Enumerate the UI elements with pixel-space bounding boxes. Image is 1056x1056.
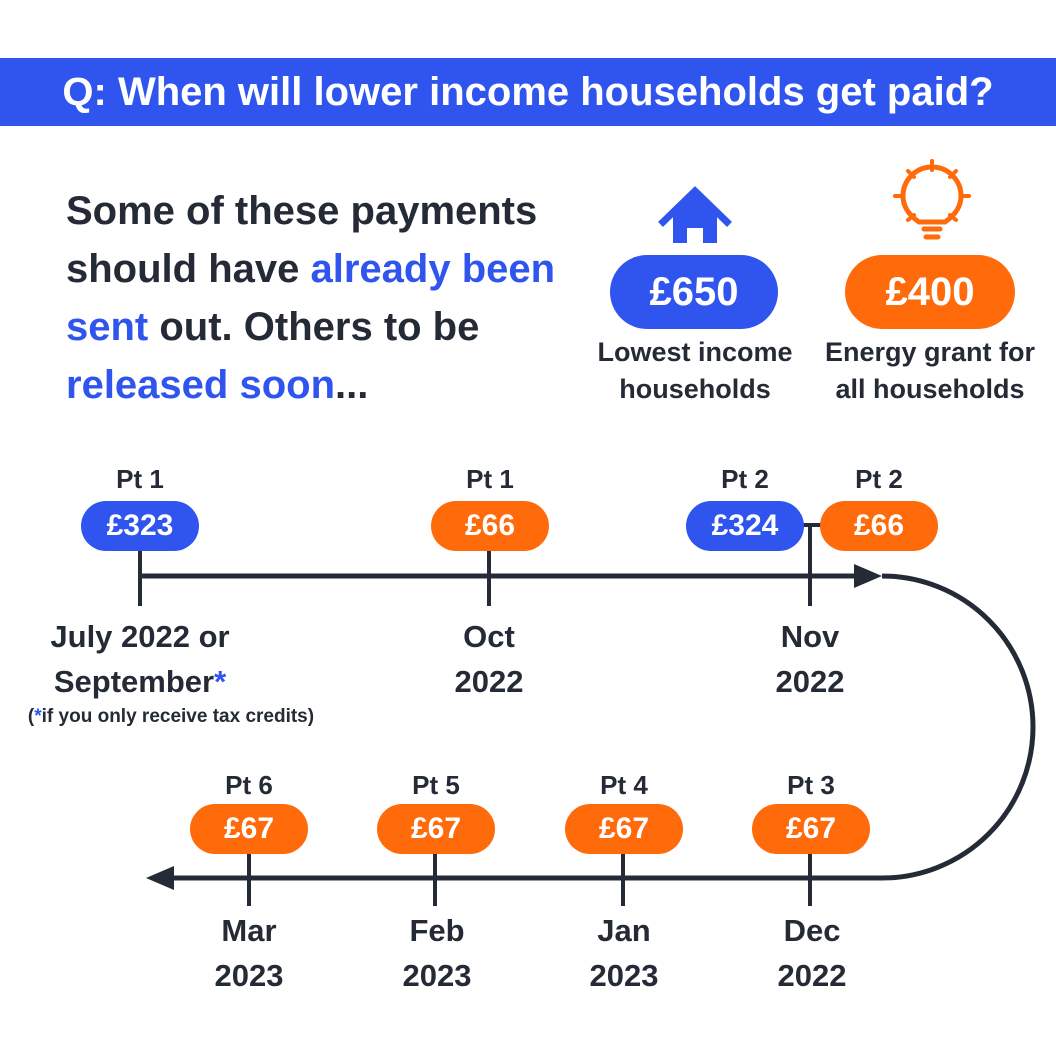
date-label-line-2: September* <box>53 664 227 699</box>
house-icon <box>658 186 732 243</box>
payment-amount-badge: £324 <box>686 501 804 551</box>
legend-energy-grant-amount: £400 <box>845 255 1015 329</box>
payment-part-label: Pt 2 <box>855 464 903 494</box>
date-label-line-1: Dec <box>783 913 841 948</box>
date-label-dec-2022: Dec 2022 <box>732 908 892 998</box>
date-label-line-1: Feb <box>409 913 465 948</box>
tax-credits-footnote: (*if you only receive tax credits) <box>27 706 315 727</box>
legend-lowest-income-amount: £650 <box>610 255 778 329</box>
connector-curve <box>881 573 1036 881</box>
intro-highlight-already-sent: already been sent <box>66 247 556 349</box>
date-label-line-2: 2023 <box>589 958 659 993</box>
date-label-line-1: Oct <box>463 619 515 654</box>
intro-part-1: Some of these payments should have <box>66 189 538 291</box>
date-label-feb-2023: Feb 2023 <box>357 908 517 998</box>
date-label-line-1: Nov <box>780 619 840 654</box>
top-axis-arrowhead <box>854 564 882 588</box>
date-label-line-2: 2022 <box>454 664 524 699</box>
payment-part-label: Pt 3 <box>787 770 835 800</box>
date-label-nov-2022: Nov 2022 <box>730 614 890 704</box>
payment-amount-badge: £66 <box>431 501 549 551</box>
payment-amount-badge: £67 <box>190 804 308 854</box>
date-label-line-2: 2023 <box>214 958 284 993</box>
payment-amount-badge: £66 <box>820 501 938 551</box>
payment-part-label: Pt 2 <box>721 464 769 494</box>
intro-part-3: ... <box>335 363 369 407</box>
legend-energy-grant-label-line-1: Energy grant for <box>824 337 1036 367</box>
payment-part-label: Pt 1 <box>466 464 514 494</box>
legend-energy-grant-label-line-2: all households <box>835 374 1025 404</box>
date-label-line-2: 2023 <box>402 958 472 993</box>
date-label-jan-2023: Jan 2023 <box>544 908 704 998</box>
lightbulb-icon <box>893 159 971 240</box>
date-label-oct-2022: Oct 2022 <box>409 614 569 704</box>
date-label-jul-2022: July 2022 or September* <box>20 614 260 704</box>
payment-part-label: Pt 4 <box>600 770 648 800</box>
intro-text: Some of these payments should have alrea… <box>66 182 576 414</box>
legend-energy-grant-label: Energy grant for all households <box>812 334 1048 408</box>
intro-highlight-released-soon: released soon <box>66 363 336 407</box>
payment-amount-badge: £323 <box>81 501 199 551</box>
payment-amount-badge: £67 <box>752 804 870 854</box>
legend-lowest-income-label-line-1: Lowest income <box>597 337 793 367</box>
date-label-line-2: 2022 <box>777 958 847 993</box>
payment-part-label: Pt 6 <box>225 770 273 800</box>
legend-lowest-income-label-line-2: households <box>619 374 771 404</box>
legend-lowest-income-label: Lowest income households <box>584 334 806 408</box>
intro-part-2: out. Others to be <box>148 305 480 349</box>
date-label-line-1: July 2022 or <box>50 619 230 654</box>
date-label-line-1: Jan <box>597 913 651 948</box>
footnote-star: * <box>214 664 227 699</box>
question-banner: Q: When will lower income households get… <box>0 58 1056 126</box>
payment-part-label: Pt 1 <box>116 464 164 494</box>
date-label-mar-2023: Mar 2023 <box>169 908 329 998</box>
payment-part-label: Pt 5 <box>412 770 460 800</box>
date-label-line-1: Mar <box>221 913 277 948</box>
bottom-axis-arrowhead <box>146 866 174 890</box>
payment-amount-badge: £67 <box>565 804 683 854</box>
date-label-line-2: 2022 <box>775 664 845 699</box>
payment-amount-badge: £67 <box>377 804 495 854</box>
